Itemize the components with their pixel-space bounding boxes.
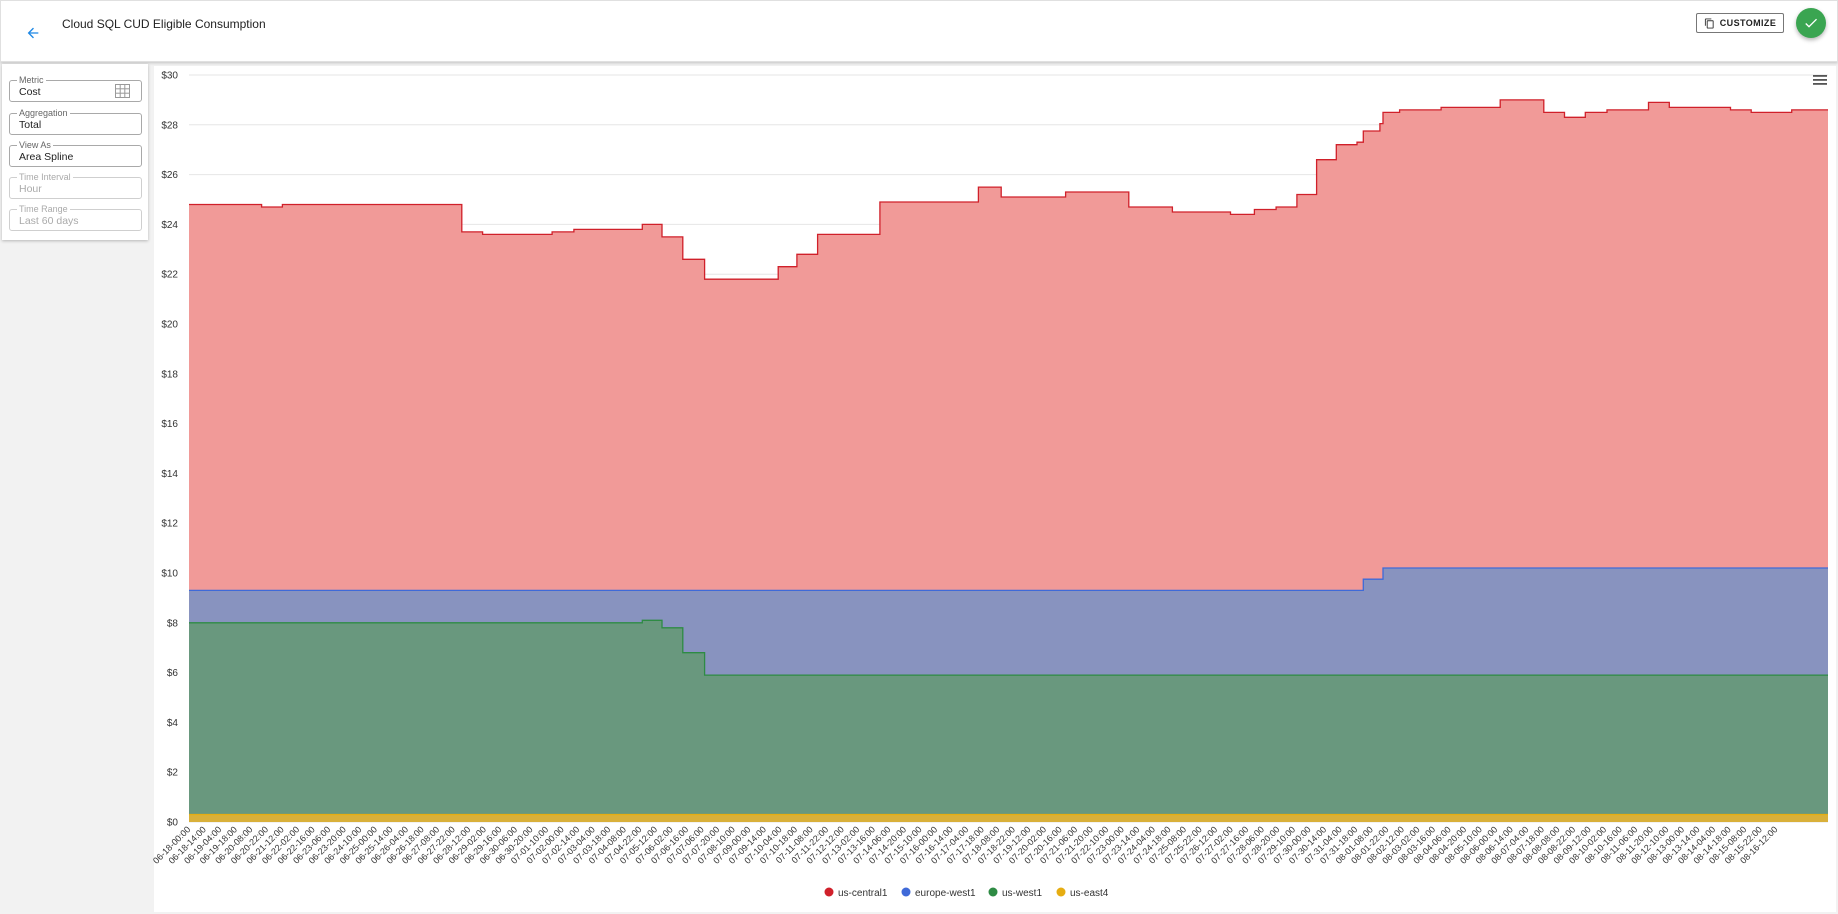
- app-header: Cloud SQL CUD Eligible Consumption CUSTO…: [0, 0, 1838, 62]
- hamburger-menu-icon[interactable]: [1813, 74, 1827, 86]
- view-as-value: Area Spline: [19, 151, 74, 163]
- copy-icon: [1704, 17, 1714, 29]
- check-icon: [1805, 18, 1817, 28]
- metric-value: Cost: [19, 86, 41, 98]
- aggregation-label: Aggregation: [17, 108, 70, 118]
- time-interval-label: Time Interval: [17, 172, 73, 182]
- filter-sidebar: Metric Cost Aggregation Total View As Ar…: [2, 64, 148, 240]
- time-range-select: Time Range Last 60 days: [9, 204, 142, 231]
- metric-label: Metric: [17, 75, 46, 85]
- save-fab-button[interactable]: [1796, 8, 1826, 38]
- arrow-left-icon: [27, 27, 39, 39]
- view-as-select[interactable]: View As Area Spline: [9, 140, 142, 167]
- customize-button[interactable]: CUSTOMIZE: [1696, 13, 1784, 33]
- page-title: Cloud SQL CUD Eligible Consumption: [62, 17, 266, 31]
- aggregation-value: Total: [19, 119, 42, 131]
- aggregation-select[interactable]: Aggregation Total: [9, 108, 142, 135]
- view-as-label: View As: [17, 140, 53, 150]
- back-button[interactable]: [19, 19, 47, 47]
- grid-icon[interactable]: [115, 84, 130, 98]
- time-interval-select: Time Interval Hour: [9, 172, 142, 199]
- time-interval-value: Hour: [19, 183, 42, 195]
- customize-label: CUSTOMIZE: [1719, 18, 1777, 28]
- time-range-label: Time Range: [17, 204, 70, 214]
- chart-panel: [154, 66, 1836, 912]
- metric-select[interactable]: Metric Cost: [9, 75, 142, 102]
- time-range-value: Last 60 days: [19, 215, 79, 227]
